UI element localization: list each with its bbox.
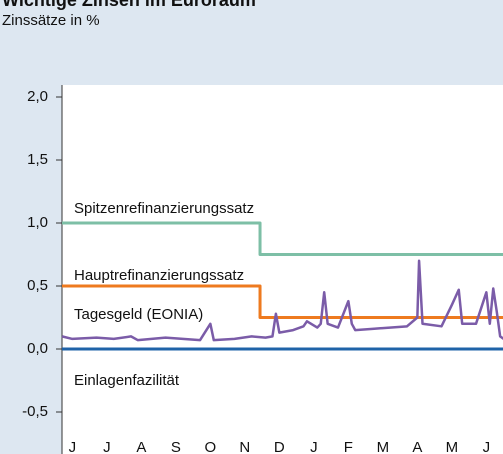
x-tick-label: M xyxy=(377,439,390,454)
series-label: Tagesgeld (EONIA) xyxy=(74,306,203,323)
series-line xyxy=(62,221,503,256)
x-tick-label: J xyxy=(103,439,111,454)
x-tick-label: S xyxy=(171,439,181,454)
series-label: Hauptrefinanzierungssatz xyxy=(74,267,244,284)
y-tick-label: 1,5 xyxy=(27,151,48,168)
y-tick-label: 0,0 xyxy=(27,340,48,357)
chart-subtitle: Zinssätze in % xyxy=(2,12,100,29)
y-tick-label: 1,0 xyxy=(27,214,48,231)
y-tick-label: 0,5 xyxy=(27,277,48,294)
chart-title: Wichtige Zinsen im Euroraum xyxy=(2,0,256,10)
x-tick-label: J xyxy=(69,439,77,454)
x-tick-label: J xyxy=(310,439,318,454)
x-tick-label: O xyxy=(205,439,217,454)
series-label: Spitzenrefinanzierungssatz xyxy=(74,200,254,217)
series-label: Einlagenfazilität xyxy=(74,372,180,389)
y-tick-label: -0,5 xyxy=(22,403,48,420)
series-line xyxy=(62,284,503,319)
series-line xyxy=(61,259,503,342)
x-tick-label: J xyxy=(483,439,491,454)
y-tick-label: 2,0 xyxy=(27,88,48,105)
x-tick-label: F xyxy=(344,439,353,454)
x-tick-label: A xyxy=(136,439,146,454)
x-tick-label: M xyxy=(446,439,459,454)
x-tick-label: A xyxy=(412,439,422,454)
x-tick-label: D xyxy=(274,439,285,454)
x-tick-label: N xyxy=(239,439,250,454)
plot-area xyxy=(62,85,503,454)
